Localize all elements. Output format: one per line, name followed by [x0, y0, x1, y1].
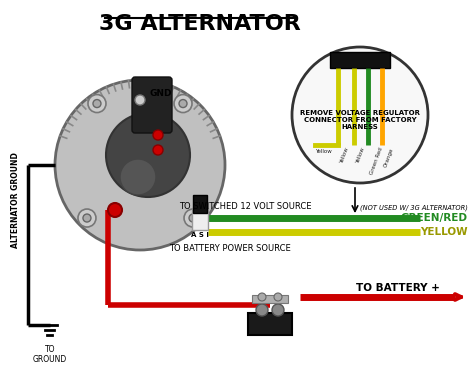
Circle shape: [108, 203, 122, 217]
Circle shape: [83, 214, 91, 222]
Text: YELLOW: YELLOW: [420, 227, 468, 237]
Text: GND: GND: [150, 89, 173, 97]
Circle shape: [189, 214, 197, 222]
Circle shape: [153, 130, 163, 140]
Circle shape: [174, 95, 192, 113]
Bar: [193, 195, 207, 213]
Bar: [192, 208, 208, 230]
Circle shape: [78, 209, 96, 227]
Text: Yellow: Yellow: [339, 147, 349, 164]
Circle shape: [256, 304, 268, 316]
Text: Yellow: Yellow: [315, 149, 332, 154]
Text: TO BATTERY +: TO BATTERY +: [356, 283, 440, 293]
Circle shape: [93, 100, 101, 108]
Text: Yellow: Yellow: [355, 147, 365, 164]
Circle shape: [258, 293, 266, 301]
Text: A S I: A S I: [191, 232, 209, 238]
Circle shape: [135, 95, 145, 105]
Circle shape: [179, 100, 187, 108]
Text: TO
GROUND: TO GROUND: [33, 345, 67, 364]
Text: 3G ALTERNATOR: 3G ALTERNATOR: [99, 14, 301, 34]
Text: GREEN/RED: GREEN/RED: [401, 213, 468, 223]
Text: ALTERNATOR GROUND: ALTERNATOR GROUND: [11, 152, 20, 248]
Circle shape: [153, 145, 163, 155]
FancyBboxPatch shape: [132, 77, 172, 133]
Circle shape: [120, 159, 156, 195]
Bar: [248, 313, 292, 335]
Circle shape: [272, 304, 284, 316]
Text: TO SWITCHED 12 VOLT SOURCE: TO SWITCHED 12 VOLT SOURCE: [179, 202, 311, 211]
Circle shape: [55, 80, 225, 250]
Bar: [252, 295, 288, 303]
Circle shape: [106, 113, 190, 197]
Text: Green Red: Green Red: [369, 147, 383, 176]
Circle shape: [88, 95, 106, 113]
Text: (NOT USED W/ 3G ALTERNATOR): (NOT USED W/ 3G ALTERNATOR): [360, 205, 468, 211]
Text: TO BATTERY POWER SOURCE: TO BATTERY POWER SOURCE: [169, 244, 291, 253]
Circle shape: [292, 47, 428, 183]
Circle shape: [274, 293, 282, 301]
Circle shape: [184, 209, 202, 227]
Text: Orange: Orange: [383, 147, 395, 168]
Text: REMOVE VOLTAGE REGULATOR
CONNECTOR FROM FACTORY
HARNESS: REMOVE VOLTAGE REGULATOR CONNECTOR FROM …: [300, 110, 420, 130]
Bar: [330, 52, 390, 68]
